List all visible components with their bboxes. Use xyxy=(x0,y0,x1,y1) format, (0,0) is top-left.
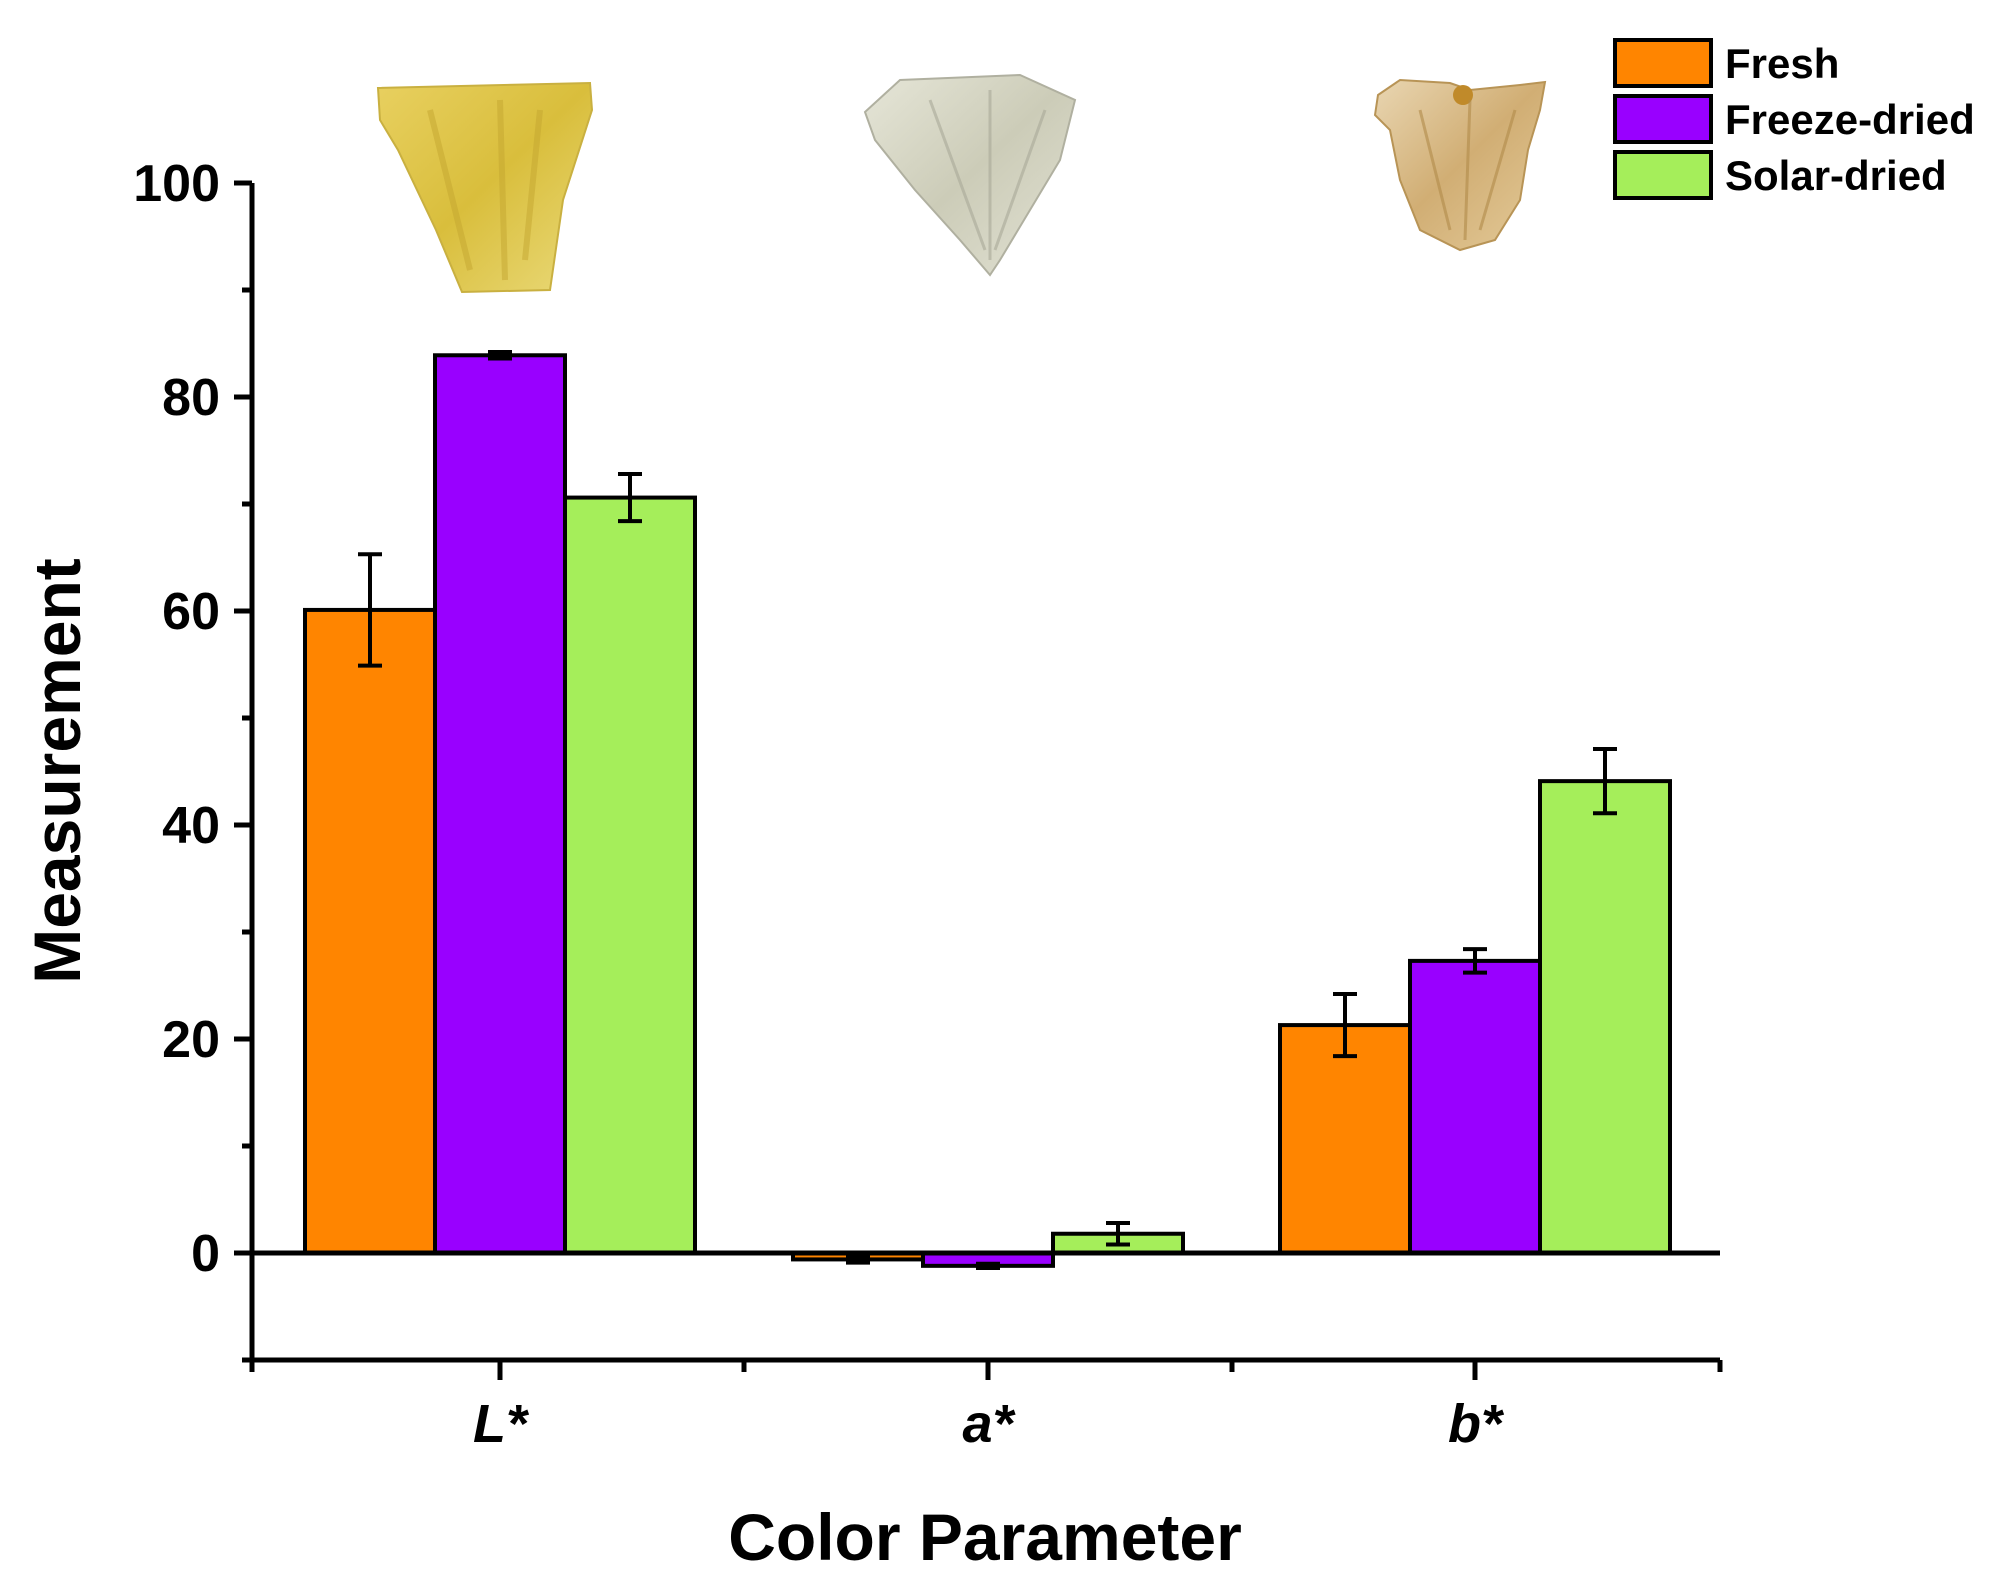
bar xyxy=(1278,1023,1412,1255)
legend-label: Fresh xyxy=(1725,40,1839,87)
y-tick-label: 40 xyxy=(162,797,220,855)
legend-label: Solar-dried xyxy=(1725,152,1947,199)
legend-label: Freeze-dried xyxy=(1725,96,1975,143)
y-tick-label: 100 xyxy=(133,155,220,213)
bar xyxy=(433,353,567,1255)
y-tick-label: 20 xyxy=(162,1011,220,1069)
x-tick-label: b* xyxy=(1448,1394,1505,1454)
y-tick-label: 60 xyxy=(162,583,220,641)
bar xyxy=(563,495,697,1255)
plot-area: 0 20 40 60 80 100 L* a* b* xyxy=(133,155,1723,1454)
y-tick-label: 80 xyxy=(162,369,220,427)
legend-swatch xyxy=(1613,150,1713,200)
solar-dried-pineapple-sample xyxy=(1373,78,1547,252)
freeze-dried-pineapple-sample xyxy=(863,73,1077,277)
x-tick-label: L* xyxy=(473,1394,530,1454)
x-axis-title: Color Parameter xyxy=(728,1500,1242,1574)
legend-swatch xyxy=(1613,94,1713,144)
x-tick-label: a* xyxy=(962,1394,1016,1454)
fresh-pineapple-sample xyxy=(376,81,594,294)
bar xyxy=(1538,779,1672,1255)
y-tick-label: 0 xyxy=(191,1225,220,1283)
y-axis-title: Measurement xyxy=(20,558,94,984)
legend: Fresh Freeze-dried Solar-dried xyxy=(1613,38,1975,200)
bar xyxy=(303,607,437,1255)
bar xyxy=(1408,958,1542,1255)
legend-swatch xyxy=(1613,38,1713,88)
